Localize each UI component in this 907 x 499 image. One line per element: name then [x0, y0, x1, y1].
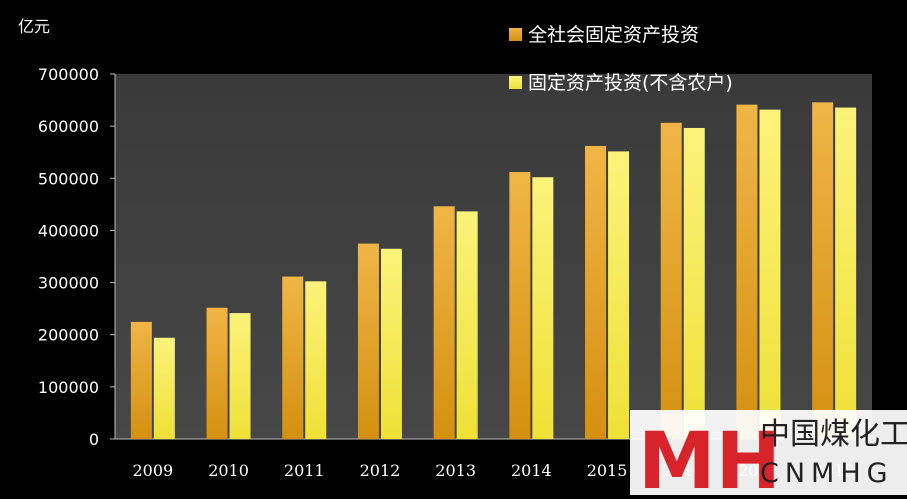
- y-tick-label: 400000: [38, 221, 99, 240]
- y-tick-label: 100000: [38, 378, 99, 397]
- x-tick-label: 2014: [511, 461, 552, 480]
- bar-2011-series-0: [282, 276, 304, 439]
- bar-2015-series-1: [608, 151, 630, 440]
- bar-2018-series-0: [812, 102, 834, 440]
- y-tick-label: 500000: [38, 169, 99, 188]
- y-tick-group: 0 100000 200000 300000 400000 500000 600000 700…: [38, 65, 115, 449]
- watermark-name-cn: 中国煤化工: [760, 417, 907, 452]
- x-tick-label: 2015: [587, 461, 628, 480]
- x-tick-label: 2010: [208, 461, 249, 480]
- legend-label-0: 全社会固定资产投资: [528, 24, 699, 46]
- x-tick-label: 2011: [284, 461, 325, 480]
- x-tick-label: 2009: [132, 461, 173, 480]
- y-tick-label: 200000: [38, 326, 99, 345]
- bar-2009-series-0: [130, 321, 152, 439]
- y-tick-label: 0: [89, 430, 99, 449]
- watermark-background: [630, 410, 907, 495]
- legend-swatch-0: [509, 28, 522, 41]
- bar-2010-series-1: [229, 313, 251, 439]
- bar-2014-series-1: [532, 177, 554, 440]
- bar-2018-series-1: [835, 107, 857, 440]
- legend-swatch-1: [509, 76, 522, 89]
- legend-item-1: 固定资产投资(不含农户): [509, 72, 733, 94]
- legend-item-0: 全社会固定资产投资: [509, 24, 699, 46]
- y-tick-label: 700000: [38, 65, 99, 84]
- bar-2017-series-0: [736, 104, 758, 439]
- bar-group: [130, 102, 857, 440]
- y-tick-label: 300000: [38, 274, 99, 293]
- watermark-name-en: CNMHG: [760, 458, 894, 489]
- watermark-mark: MH: [638, 417, 781, 495]
- bar-2015-series-0: [585, 145, 607, 440]
- y-axis-unit-label: 亿元: [18, 17, 50, 36]
- bar-2009-series-1: [153, 337, 175, 439]
- bar-2016-series-0: [660, 122, 682, 439]
- bar-2013-series-0: [433, 206, 455, 439]
- legend: 全社会固定资产投资 固定资产投资(不含农户): [509, 24, 733, 94]
- bar-2012-series-1: [380, 248, 402, 439]
- bar-2012-series-0: [357, 243, 379, 439]
- bar-2010-series-0: [206, 307, 228, 439]
- x-tick-label: 2012: [360, 461, 401, 480]
- watermark-logo: MH 中国煤化工 CNMHG: [630, 410, 907, 499]
- bar-2011-series-1: [305, 281, 327, 439]
- x-tick-label: 2013: [435, 461, 476, 480]
- bar-2013-series-1: [456, 211, 478, 439]
- bar-2016-series-1: [683, 127, 705, 439]
- plot-area: [115, 74, 872, 439]
- bar-2017-series-1: [759, 109, 781, 439]
- legend-label-1: 固定资产投资(不含农户): [528, 72, 733, 94]
- y-tick-label: 600000: [38, 117, 99, 136]
- bar-2014-series-0: [509, 172, 531, 439]
